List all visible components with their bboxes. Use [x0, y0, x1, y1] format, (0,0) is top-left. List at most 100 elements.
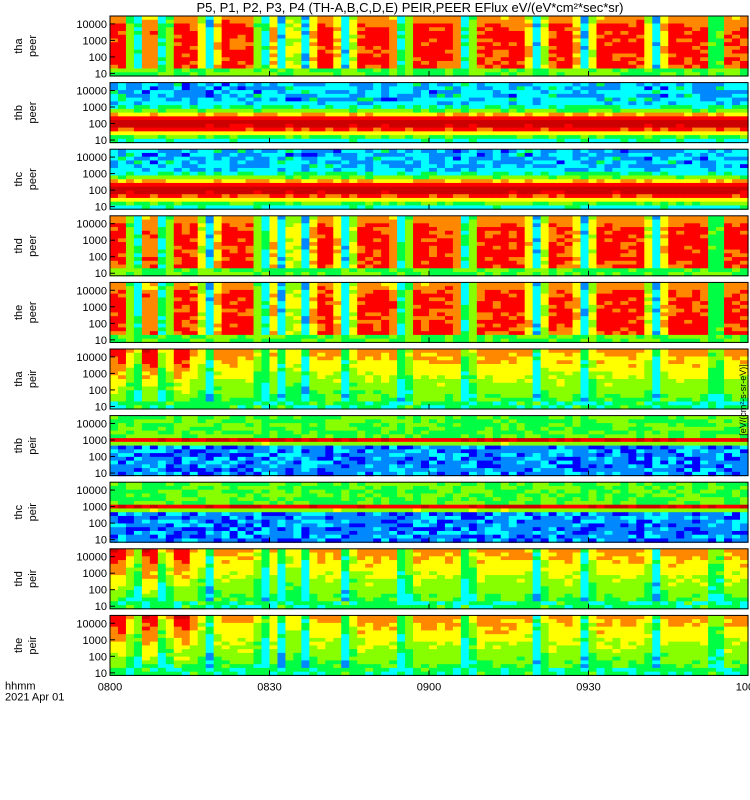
heatmap-cell [484, 101, 494, 106]
heatmap-cell [716, 101, 725, 106]
heatmap-cell [492, 230, 502, 236]
heatmap-cell [532, 171, 542, 177]
heatmap-cell [564, 82, 574, 87]
heatmap-cell [556, 123, 566, 129]
heatmap-cell [588, 101, 598, 106]
heatmap-cell [133, 260, 143, 266]
heatmap-cell [460, 57, 470, 62]
heatmap-cell [532, 135, 542, 140]
heatmap-cell [421, 57, 430, 62]
heatmap-cell [492, 190, 502, 195]
heatmap-cell [660, 86, 669, 91]
heatmap-cell [285, 19, 295, 25]
heatmap-cell [421, 182, 430, 188]
heatmap-cell [508, 227, 518, 232]
heatmap-cell [564, 23, 574, 28]
heatmap-cell [572, 19, 582, 25]
heatmap-cell [165, 179, 175, 184]
heatmap-cell [524, 131, 534, 136]
heatmap-cell [117, 152, 127, 158]
y-tick-label: 10000 [76, 152, 107, 164]
heatmap-cell [413, 149, 422, 154]
heatmap-cell [373, 46, 382, 51]
heatmap-cell [197, 131, 207, 136]
heatmap-cell [429, 82, 438, 87]
heatmap-cell [365, 190, 374, 195]
heatmap-cell [508, 201, 518, 207]
heatmap-cell [365, 194, 374, 199]
heatmap-cell [684, 160, 693, 165]
heatmap-cell [572, 120, 582, 125]
heatmap-cell [484, 135, 494, 140]
heatmap-cell [460, 49, 470, 55]
heatmap-cell [317, 264, 326, 269]
heatmap-cell [524, 253, 534, 258]
heatmap-cell [285, 72, 295, 77]
heatmap-cell [436, 268, 446, 273]
heatmap-cell [636, 112, 645, 117]
heatmap-cell [580, 268, 590, 273]
heatmap-cell [676, 205, 685, 210]
heatmap-cell [349, 156, 358, 162]
heatmap-cell [556, 127, 566, 132]
heatmap-cell [636, 90, 645, 95]
heatmap-cell [125, 101, 135, 106]
heatmap-cell [357, 197, 366, 203]
heatmap-cell [421, 179, 430, 184]
heatmap-cell [309, 108, 318, 114]
heatmap-cell [405, 272, 414, 277]
heatmap-cell [325, 105, 334, 110]
heatmap-cell [580, 27, 590, 32]
heatmap-cell [436, 108, 446, 114]
heatmap-cell [245, 120, 255, 125]
heatmap-cell [261, 68, 271, 73]
heatmap-cell [325, 152, 334, 158]
heatmap-cell [301, 64, 310, 70]
heatmap-cell [564, 242, 574, 247]
heatmap-cell [165, 242, 175, 247]
heatmap-cell [540, 245, 550, 251]
heatmap-cell [269, 90, 279, 95]
heatmap-cell [644, 19, 653, 25]
heatmap-cell [309, 190, 318, 195]
heatmap-cell [732, 23, 741, 28]
heatmap-cell [460, 164, 470, 169]
heatmap-cell [309, 182, 318, 188]
heatmap-cell [301, 53, 310, 58]
heatmap-cell [221, 105, 231, 110]
heatmap-cell [365, 27, 374, 32]
heatmap-cell [540, 167, 550, 173]
heatmap-cell [349, 82, 358, 87]
heatmap-cell [397, 186, 406, 192]
heatmap-cell [197, 49, 207, 55]
heatmap-cell [500, 253, 510, 258]
heatmap-cell [213, 201, 223, 207]
heatmap-cell [652, 138, 661, 144]
heatmap-cell [413, 127, 422, 132]
heatmap-cell [516, 260, 526, 266]
heatmap-cell [309, 46, 318, 51]
heatmap-cell [540, 16, 550, 21]
heatmap-cell [189, 238, 199, 243]
heatmap-cell [333, 97, 342, 102]
heatmap-cell [157, 249, 167, 254]
heatmap-cell [397, 205, 406, 210]
heatmap-cell [740, 171, 749, 177]
heatmap-cell [133, 272, 143, 277]
heatmap-cell [564, 97, 574, 102]
heatmap-cell [460, 253, 470, 258]
heatmap-cell [285, 127, 295, 132]
heatmap-cell [373, 38, 382, 43]
heatmap-cell [325, 179, 334, 184]
heatmap-cell [405, 238, 414, 243]
heatmap-cell [309, 127, 318, 132]
heatmap-cell [636, 46, 645, 51]
heatmap-cell [444, 127, 454, 132]
heatmap-cell [572, 38, 582, 43]
heatmap-cell [301, 105, 310, 110]
heatmap-cell [660, 49, 669, 55]
heatmap-cell [317, 112, 326, 117]
heatmap-cell [444, 152, 454, 158]
heatmap-cell [508, 120, 518, 125]
heatmap-cell [277, 249, 287, 254]
